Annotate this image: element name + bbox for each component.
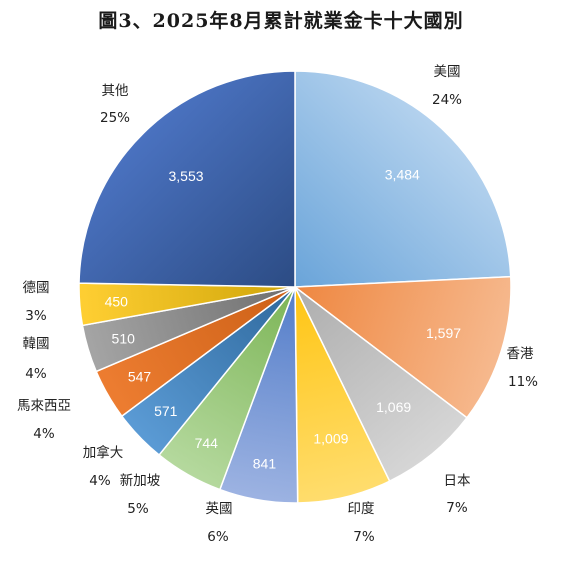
- slice-value-label: 1,069: [376, 399, 411, 415]
- pie-slice-0: [294, 70, 512, 288]
- slice-category-label: 日本: [444, 473, 471, 489]
- slice-value-label: 510: [112, 330, 136, 346]
- slice-category-label: 印度: [348, 501, 375, 517]
- slice-category-label: 韓國: [23, 336, 50, 352]
- slice-percent-label: 11%: [508, 374, 538, 390]
- slice-value-label: 744: [195, 435, 219, 451]
- slice-category-label: 加拿大: [83, 444, 124, 461]
- slice-value-label: 841: [253, 456, 277, 472]
- slice-percent-label: 24%: [432, 92, 462, 108]
- slice-value-label: 571: [154, 403, 178, 419]
- slice-category-label: 英國: [206, 500, 233, 517]
- slice-percent-label: 4%: [33, 426, 55, 442]
- slice-value-label: 547: [128, 368, 152, 384]
- slice-value-label: 1,009: [313, 430, 348, 446]
- pie-slice-10: [78, 70, 296, 288]
- pie-slice-1: [292, 275, 512, 419]
- slice-category-label: 德國: [23, 280, 50, 296]
- slice-category-label: 香港: [507, 346, 535, 362]
- pie-slice-2: [294, 286, 468, 483]
- slice-percent-label: 5%: [127, 501, 149, 517]
- slice-percent-label: 6%: [207, 529, 229, 545]
- slice-percent-label: 4%: [25, 366, 47, 382]
- slice-category-label: 馬來西亞: [17, 398, 71, 414]
- slice-value-label: 3,553: [168, 168, 203, 184]
- slice-percent-label: 3%: [25, 308, 47, 324]
- slice-percent-label: 25%: [100, 110, 130, 126]
- slice-category-label: 新加坡: [120, 473, 161, 489]
- slice-value-label: 3,484: [385, 166, 420, 182]
- slice-percent-label: 7%: [353, 529, 375, 545]
- slice-percent-label: 7%: [446, 500, 468, 516]
- slice-category-label: 美國: [434, 64, 461, 80]
- slice-value-label: 1,597: [426, 325, 461, 341]
- slice-value-label: 450: [105, 293, 129, 309]
- slice-category-label: 其他: [102, 83, 129, 99]
- slice-percent-label: 4%: [89, 473, 111, 489]
- chart-title: 圖3、2025年8月累計就業金卡十大國別: [98, 10, 464, 32]
